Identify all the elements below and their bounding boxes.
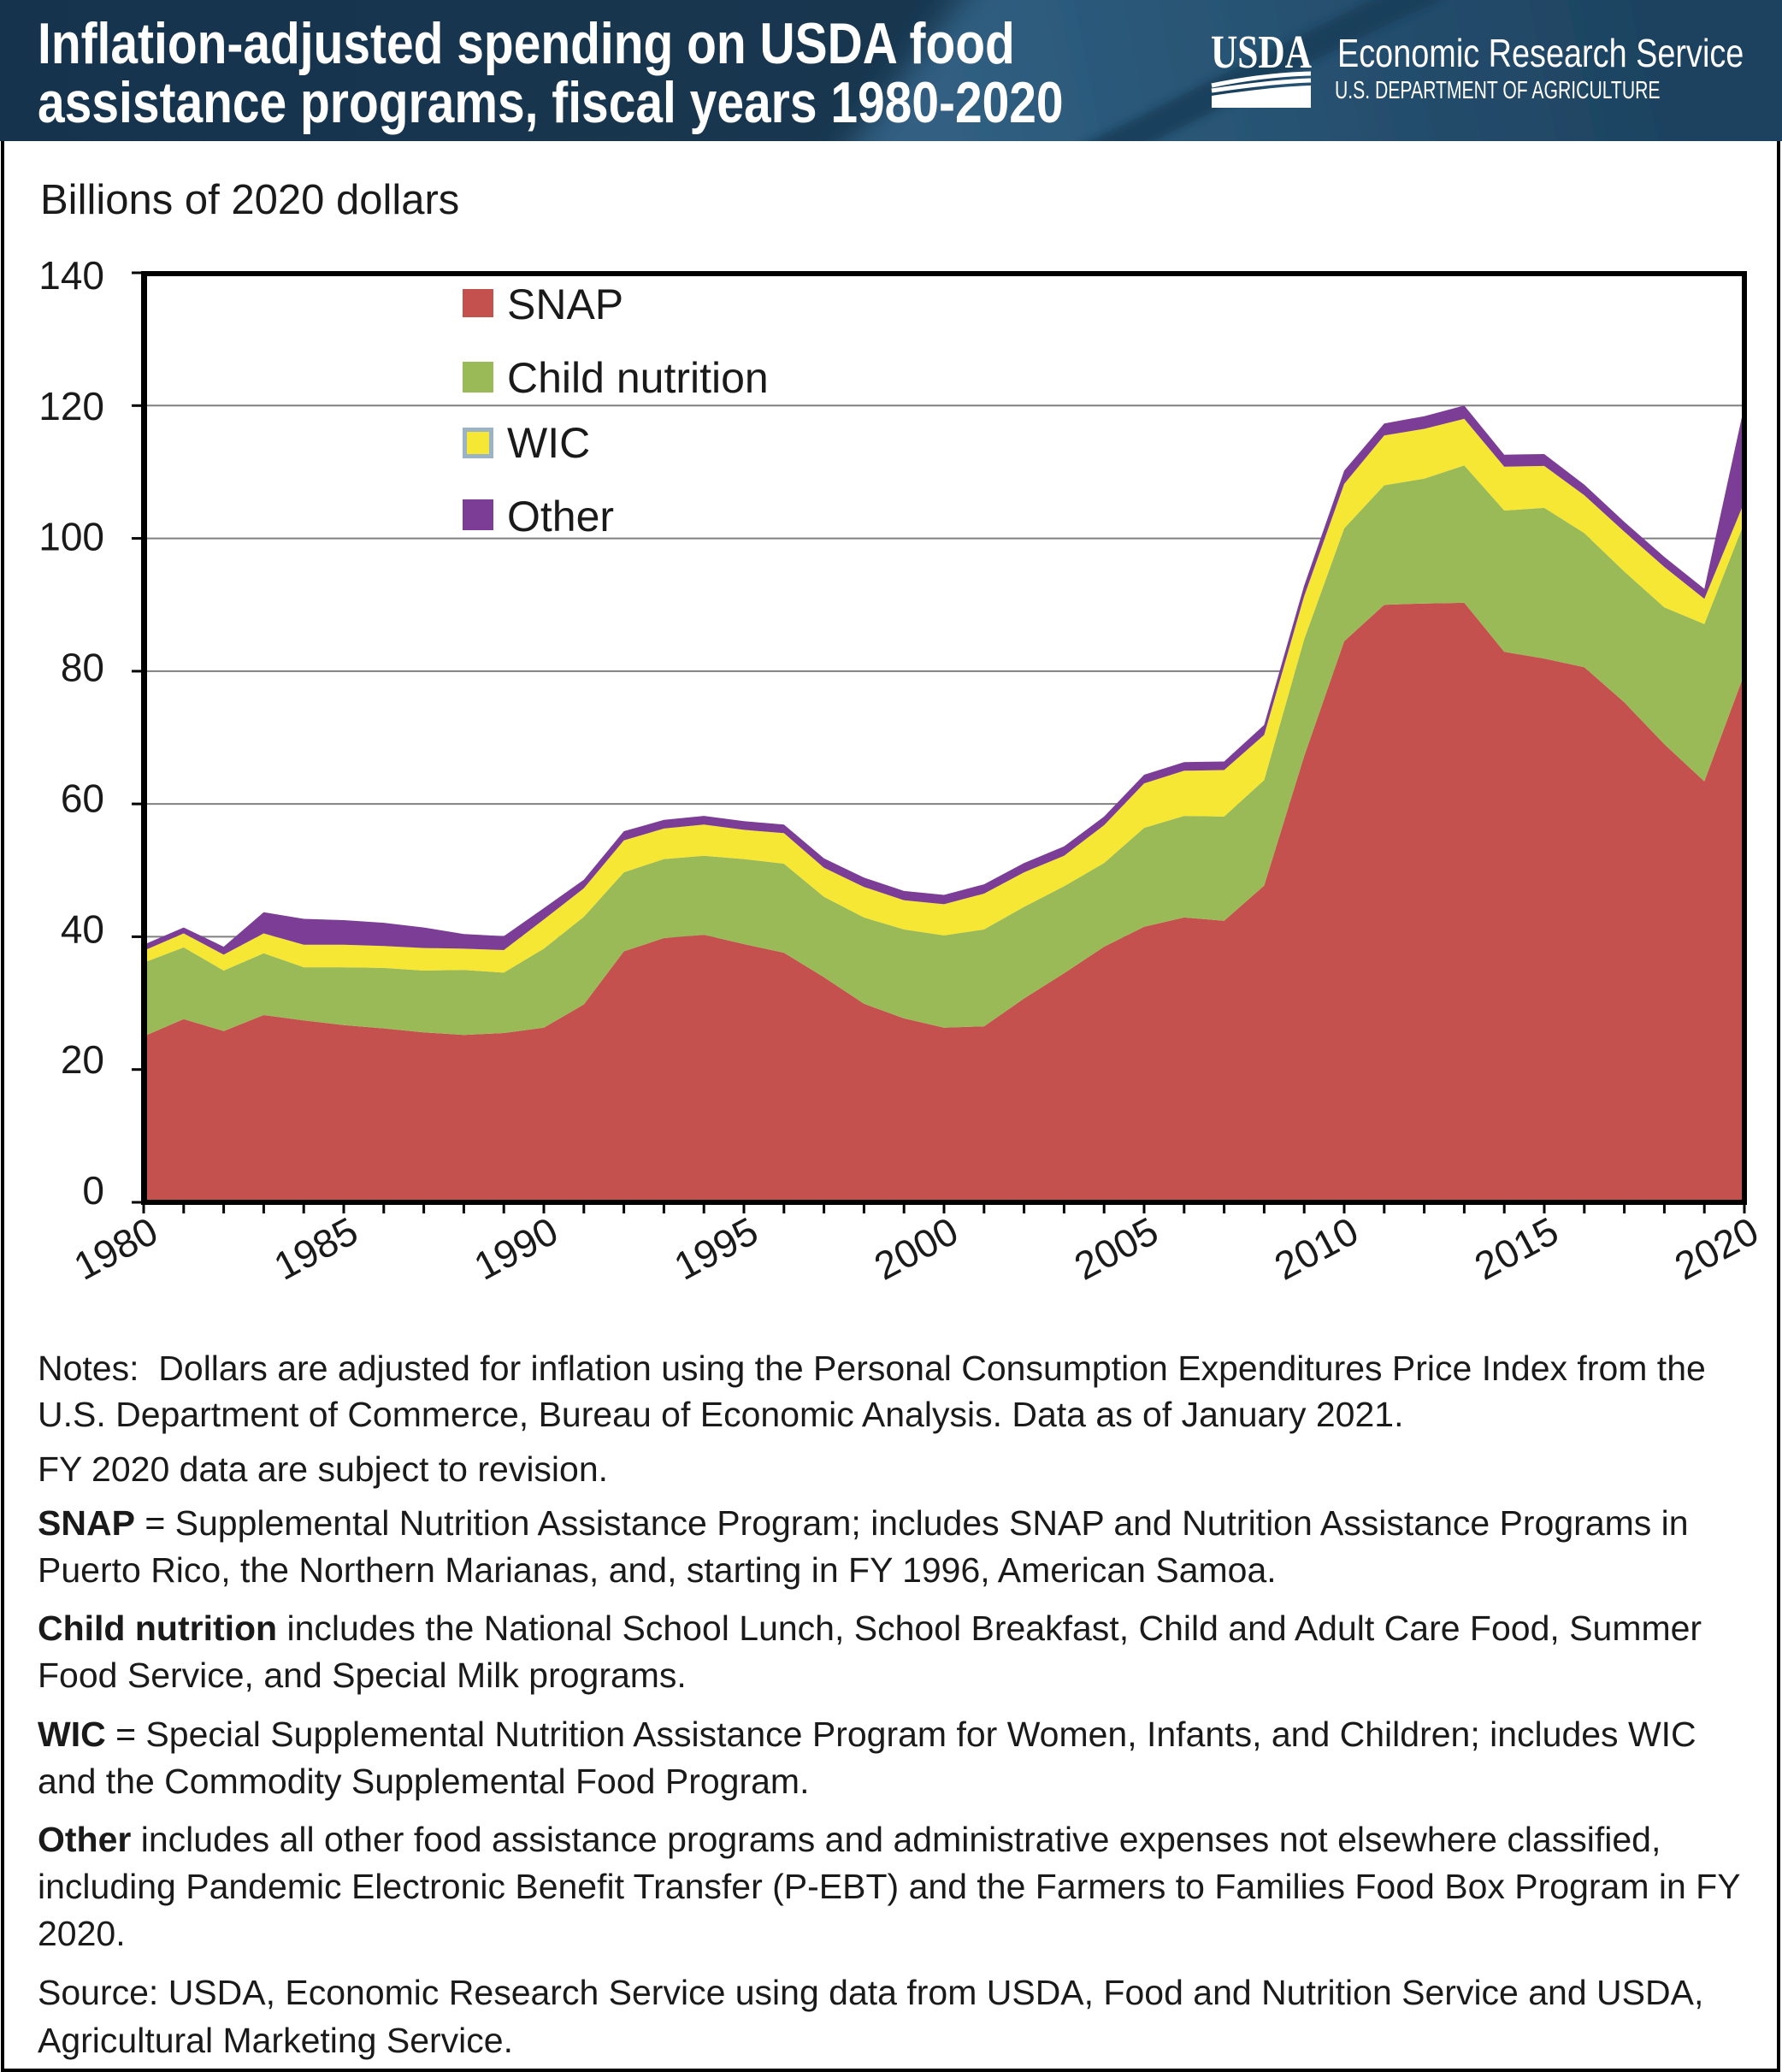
svg-text:2020.: 2020. bbox=[38, 1914, 126, 1953]
svg-text:60: 60 bbox=[61, 776, 104, 820]
svg-text:U.S. DEPARTMENT OF AGRICULTURE: U.S. DEPARTMENT OF AGRICULTURE bbox=[1335, 77, 1661, 104]
svg-text:Food Service, and Special Milk: Food Service, and Special Milk programs. bbox=[38, 1656, 687, 1695]
svg-text:140: 140 bbox=[38, 253, 104, 298]
svg-text:80: 80 bbox=[61, 646, 104, 690]
svg-text:U.S. Department of Commerce, B: U.S. Department of Commerce, Bureau of E… bbox=[38, 1395, 1403, 1434]
svg-text:Source: USDA, Economic Researc: Source: USDA, Economic Research Service … bbox=[38, 1973, 1703, 2012]
svg-text:SNAP = Supplemental Nutrition: SNAP = Supplemental Nutrition Assistance… bbox=[38, 1503, 1689, 1543]
svg-text:2000: 2000 bbox=[867, 1208, 965, 1289]
svg-text:1985: 1985 bbox=[267, 1208, 365, 1289]
svg-text:SNAP: SNAP bbox=[507, 280, 623, 328]
svg-text:1980: 1980 bbox=[67, 1208, 165, 1289]
svg-text:2015: 2015 bbox=[1467, 1208, 1566, 1289]
svg-text:100: 100 bbox=[38, 515, 104, 559]
svg-text:1990: 1990 bbox=[467, 1208, 565, 1289]
svg-text:120: 120 bbox=[38, 384, 104, 428]
svg-text:WIC = Special Supplemental Nut: WIC = Special Supplemental Nutrition Ass… bbox=[38, 1715, 1696, 1754]
svg-text:FY 2020 data are subject to re: FY 2020 data are subject to revision. bbox=[38, 1449, 608, 1489]
svg-text:2020: 2020 bbox=[1667, 1208, 1766, 1289]
svg-text:1995: 1995 bbox=[667, 1208, 765, 1289]
svg-text:2010: 2010 bbox=[1267, 1208, 1366, 1289]
svg-text:2005: 2005 bbox=[1067, 1208, 1165, 1289]
svg-text:Billions of 2020 dollars: Billions of 2020 dollars bbox=[40, 177, 459, 223]
svg-text:including Pandemic Electronic: including Pandemic Electronic Benefit Tr… bbox=[38, 1867, 1741, 1906]
svg-text:Child nutrition includes the N: Child nutrition includes the National Sc… bbox=[38, 1609, 1702, 1648]
svg-text:40: 40 bbox=[61, 906, 104, 951]
svg-text:USDA: USDA bbox=[1211, 26, 1312, 78]
svg-text:Notes: Dollars are adjusted f: Notes: Dollars are adjusted for inflatio… bbox=[38, 1349, 1706, 1388]
svg-text:Puerto Rico, the Northern Mari: Puerto Rico, the Northern Marianas, and,… bbox=[38, 1550, 1277, 1590]
svg-text:Child nutrition: Child nutrition bbox=[507, 354, 769, 402]
svg-text:assistance programs, fiscal ye: assistance programs, fiscal years 1980-2… bbox=[38, 70, 1064, 135]
svg-text:WIC: WIC bbox=[507, 419, 590, 467]
svg-text:Other includes all other food: Other includes all other food assistance… bbox=[38, 1820, 1661, 1859]
svg-text:20: 20 bbox=[61, 1037, 104, 1082]
svg-text:and the Commodity Supplemental: and the Commodity Supplemental Food Prog… bbox=[38, 1762, 809, 1801]
svg-text:0: 0 bbox=[82, 1168, 104, 1213]
svg-text:Agricultural Marketing Service: Agricultural Marketing Service. bbox=[38, 2021, 513, 2060]
svg-text:Economic Research Service: Economic Research Service bbox=[1337, 32, 1744, 75]
svg-text:Inflation-adjusted spending on: Inflation-adjusted spending on USDA food bbox=[38, 11, 1015, 76]
svg-text:Other: Other bbox=[507, 493, 614, 540]
